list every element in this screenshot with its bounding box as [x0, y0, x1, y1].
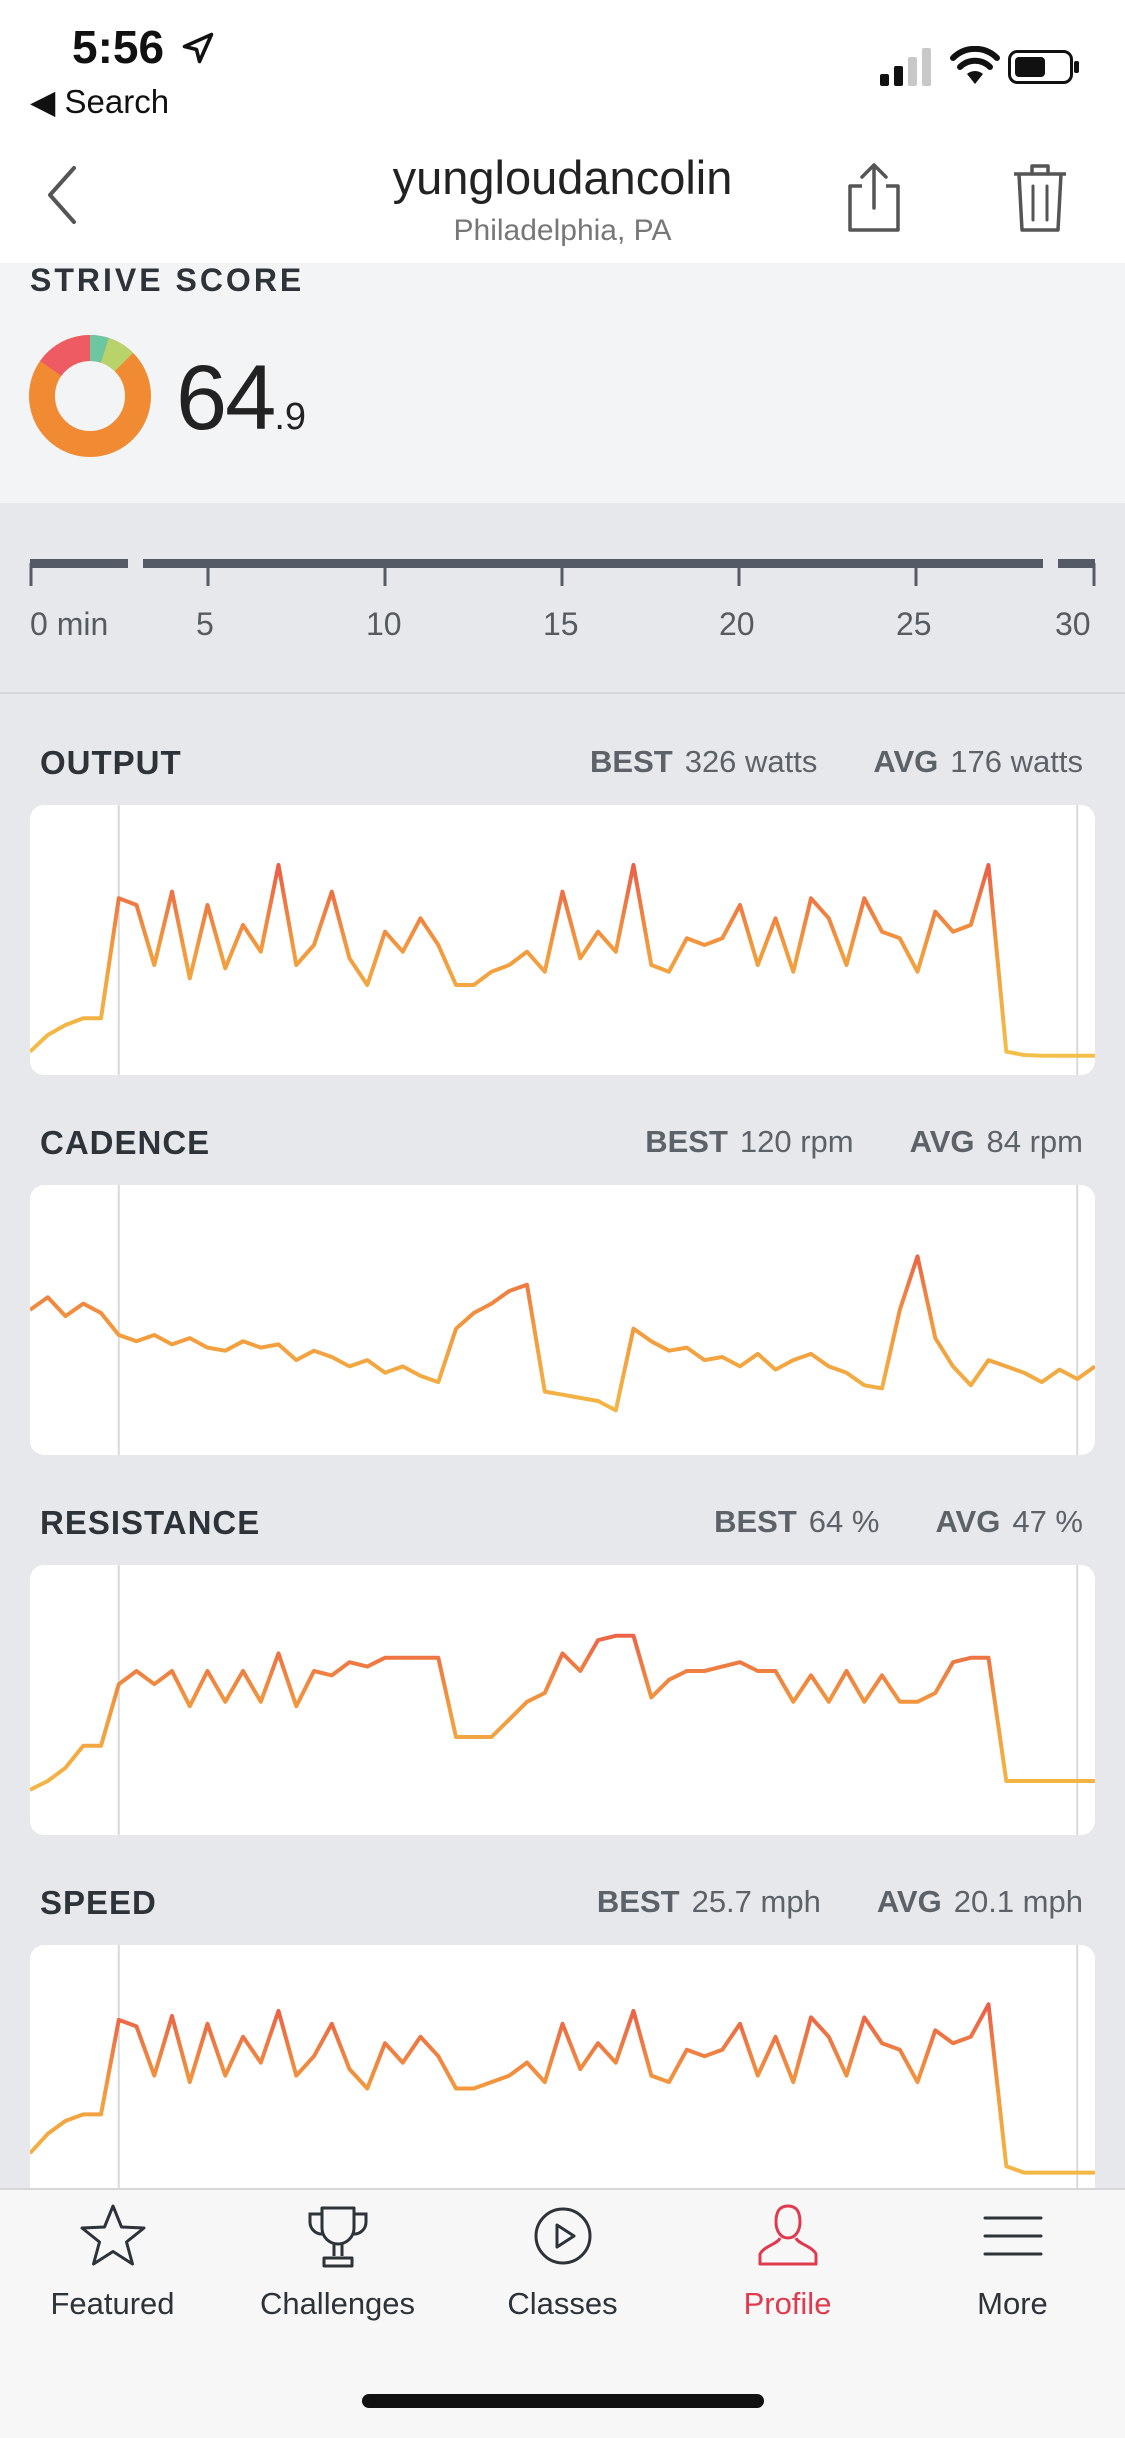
strive-score-label: STRIVE SCORE: [30, 262, 305, 298]
speed-best-label: BEST: [596, 1884, 680, 1919]
trophy-icon: [307, 2206, 368, 2268]
timeline-tick: 15: [543, 606, 579, 642]
timeline-scrubber[interactable]: [0, 503, 1125, 693]
person-icon: [758, 2204, 817, 2266]
cadence-stats: BEST 120 rpm AVG 84 rpm: [645, 1124, 1083, 1160]
tab-label: Challenges: [259, 2286, 416, 2321]
timeline-tick: 30: [1055, 606, 1091, 642]
status-time: 5:56: [72, 21, 165, 73]
resistance-best-label: BEST: [714, 1504, 797, 1539]
tab-classes[interactable]: Classes: [450, 2200, 675, 2322]
tab-label: Profile: [743, 2286, 832, 2321]
home-indicator: [362, 2394, 764, 2408]
output-title: OUTPUT: [40, 744, 182, 781]
cadence-series-line: [30, 1254, 1095, 1413]
output-avg-value: 176 watts: [950, 744, 1083, 779]
output-best-value: 326 watts: [684, 744, 818, 779]
location-arrow-icon: [182, 32, 214, 64]
battery-icon: [1008, 50, 1079, 84]
speed-chart[interactable]: [30, 1945, 1095, 2215]
back-to-search-link[interactable]: ◀ Search: [30, 83, 170, 120]
cadence-best-value: 120 rpm: [739, 1124, 854, 1159]
output-stats: BEST 326 watts AVG 176 watts: [590, 744, 1083, 780]
cellular-signal-icon: [880, 48, 931, 86]
tab-featured[interactable]: Featured: [0, 2200, 225, 2322]
resistance-avg-value: 47 %: [1012, 1504, 1083, 1539]
strive-score-integer: 64: [176, 347, 276, 449]
star-icon: [80, 2204, 145, 2266]
resistance-title: RESISTANCE: [40, 1504, 261, 1541]
resistance-stats: BEST 64 % AVG 47 %: [714, 1504, 1083, 1540]
trash-icon[interactable]: [1010, 160, 1070, 234]
menu-icon: [983, 2216, 1042, 2256]
zone-segment: [40, 335, 91, 377]
tab-label: More: [977, 2286, 1048, 2321]
speed-best-value: 25.7 mph: [691, 1884, 821, 1919]
strive-score-value: 64.9: [176, 346, 306, 451]
tab-label: Featured: [50, 2286, 175, 2321]
strive-score-donut: [29, 335, 151, 457]
tab-more[interactable]: More: [900, 2200, 1125, 2322]
cadence-best-label: BEST: [645, 1124, 728, 1159]
profile-location: Philadelphia, PA: [453, 214, 672, 247]
zone-segment: [100, 337, 134, 372]
profile-username: yungloudancolin: [392, 151, 733, 204]
strive-score-panel: [0, 263, 1125, 503]
speed-avg-value: 20.1 mph: [953, 1884, 1083, 1919]
cadence-chart[interactable]: [30, 1185, 1095, 1455]
strive-score-decimal: .9: [274, 396, 307, 438]
output-avg-label: AVG: [873, 744, 939, 779]
cadence-avg-label: AVG: [909, 1124, 975, 1159]
output-series-line: [30, 863, 1095, 1058]
cadence-avg-value: 84 rpm: [986, 1124, 1083, 1159]
speed-avg-label: AVG: [876, 1884, 942, 1919]
speed-title: SPEED: [40, 1884, 157, 1921]
share-icon[interactable]: [844, 160, 904, 234]
speed-series-line: [30, 2002, 1095, 2175]
resistance-chart[interactable]: [30, 1565, 1095, 1835]
resistance-best-value: 64 %: [808, 1504, 880, 1539]
resistance-avg-label: AVG: [935, 1504, 1001, 1539]
tab-label: Classes: [507, 2286, 618, 2321]
back-chevron-icon[interactable]: [40, 160, 84, 230]
timeline-tick: 25: [896, 606, 932, 642]
timeline-tick: 10: [366, 606, 402, 642]
output-chart[interactable]: [30, 805, 1095, 1075]
zone-segment: [89, 335, 109, 363]
tab-profile[interactable]: Profile: [675, 2200, 900, 2322]
divider: [0, 692, 1125, 694]
timeline-tick: 0 min: [30, 606, 109, 642]
wifi-icon: [950, 46, 1000, 84]
cadence-title: CADENCE: [40, 1124, 211, 1161]
output-best-label: BEST: [590, 744, 673, 779]
timeline-tick: 20: [719, 606, 755, 642]
play-icon: [534, 2207, 591, 2265]
resistance-series-line: [30, 1633, 1095, 1792]
timeline-tick: 5: [196, 606, 214, 642]
speed-stats: BEST 25.7 mph AVG 20.1 mph: [597, 1884, 1083, 1920]
tab-challenges[interactable]: Challenges: [225, 2200, 450, 2322]
